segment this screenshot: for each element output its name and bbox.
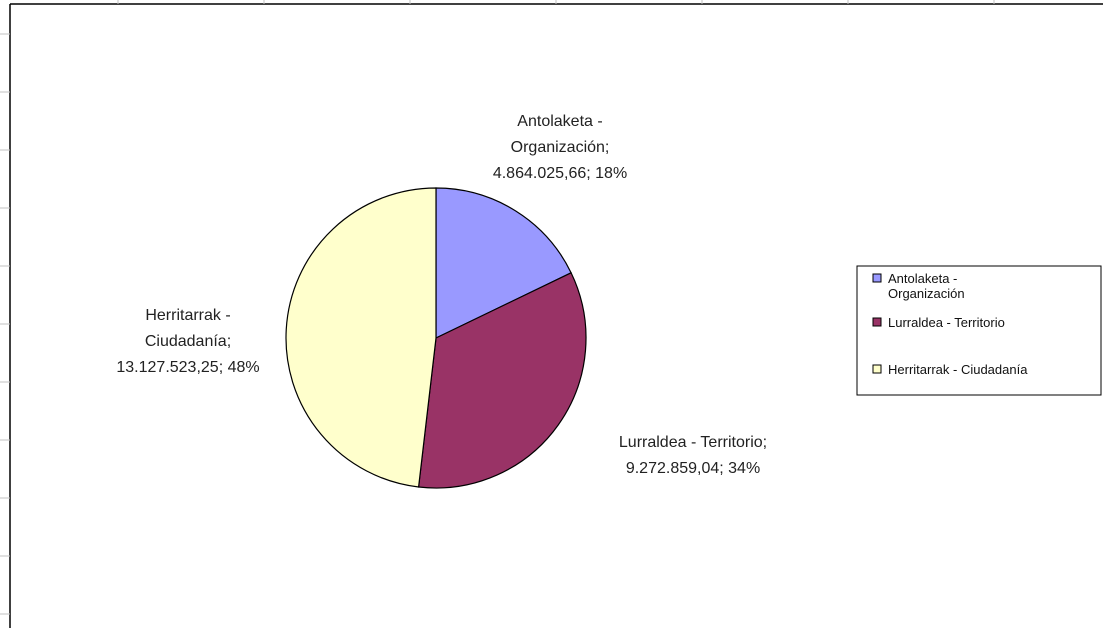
legend-label-3: Herritarrak - Ciudadanía [888, 362, 1028, 377]
data-label-3: Herritarrak -Ciudadanía; 13.127.523,25; 4… [116, 307, 259, 376]
legend-swatch-2 [872, 317, 882, 327]
pie-data-labels: Antolaketa -Organización; 4.864.025,66; 1… [116, 113, 767, 477]
legend-swatch-1 [872, 273, 882, 283]
legend: Antolaketa -Organización Lurraldea - Terr… [856, 265, 1102, 396]
sheet-grid-ticks [0, 0, 995, 615]
legend-box [856, 265, 1102, 396]
pie-slices [285, 187, 587, 489]
data-label-1: Antolaketa -Organización; 4.864.025,66; 1… [493, 113, 627, 182]
pie-slice-1 [435, 187, 572, 339]
pie-slice-2 [417, 271, 587, 489]
data-label-2: Lurraldea - Territorio; 9.272.859,04; 34% [619, 434, 767, 477]
legend-label-1: Antolaketa -Organización [888, 271, 965, 301]
legend-label-2: Lurraldea - Territorio [888, 315, 1005, 330]
legend-swatch-3 [872, 364, 882, 374]
pie-slice-3 [285, 187, 437, 488]
